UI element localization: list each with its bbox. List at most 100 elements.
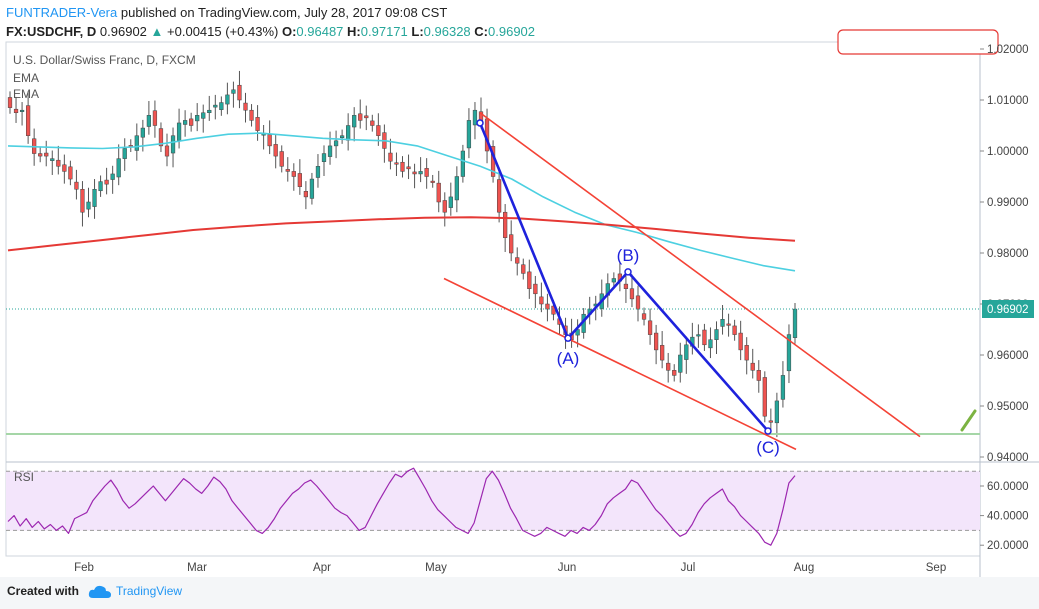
candle-body [158, 128, 164, 147]
price-tick-label: 0.94000 [987, 452, 1029, 464]
candle [436, 170, 441, 213]
candle-body [466, 120, 472, 149]
candle-body [50, 158, 55, 161]
price-chart[interactable]: (A) (B) (C) 1.02000 1.01000 1.00000 0.99000 0.… [0, 0, 1039, 577]
candle-body [19, 109, 25, 112]
candle-body [182, 120, 188, 125]
close-value: 0.96902 [488, 24, 536, 39]
price-tick-label: 0.99000 [987, 197, 1029, 209]
candle-body [122, 148, 127, 159]
candle [666, 352, 671, 383]
candle [74, 169, 79, 200]
candle [110, 165, 115, 194]
candle-body [255, 117, 260, 131]
candle [430, 174, 435, 188]
candle [50, 150, 55, 175]
candle-body [152, 110, 158, 126]
candle-body [503, 211, 508, 238]
candle [182, 110, 188, 137]
tradingview-brand-link[interactable]: TradingView [116, 584, 183, 598]
price-tick-label: 0.95000 [987, 401, 1029, 413]
candle [291, 163, 296, 191]
candle [352, 107, 357, 142]
candle [243, 92, 248, 123]
candle-body [74, 181, 79, 190]
candle [346, 113, 351, 151]
candle-body [7, 97, 13, 108]
candle [780, 361, 786, 408]
candle [533, 275, 538, 309]
candle-body [303, 191, 309, 198]
candle-body [660, 345, 665, 361]
candle-body [611, 278, 616, 283]
candle [756, 360, 761, 393]
candle [267, 120, 272, 155]
candle [176, 108, 182, 149]
candle-body [364, 115, 369, 119]
candle [7, 91, 13, 114]
candle-body [195, 115, 200, 122]
candle-body [62, 164, 67, 172]
candle [122, 138, 127, 171]
candle [382, 124, 387, 163]
candle [762, 371, 767, 423]
candle-body [726, 323, 731, 326]
candle [189, 112, 194, 132]
candle [273, 134, 278, 169]
candle-body [684, 344, 689, 360]
candle-body [436, 182, 441, 203]
candle-body [249, 109, 254, 121]
candle [104, 167, 109, 195]
pattern-point [764, 427, 772, 435]
candle [750, 348, 755, 379]
candle [539, 282, 544, 313]
candle-body [243, 102, 248, 111]
month-tick-label: Mar [187, 562, 207, 574]
lower-trendline [443, 277, 797, 451]
candle [672, 364, 677, 382]
candle-body [309, 178, 315, 199]
candle [527, 259, 532, 299]
last-price-badge [982, 299, 1034, 318]
candle [696, 324, 701, 348]
legend-ema-slow: EMA [13, 87, 40, 101]
candle [297, 159, 302, 195]
candle-body [768, 420, 773, 423]
candle-body [545, 303, 550, 310]
price-tick-label: 1.01000 [987, 95, 1029, 107]
candle [249, 104, 254, 127]
price-tick-label: 1.02000 [987, 44, 1029, 56]
high-label: H: [347, 24, 361, 39]
author-link[interactable]: FUNTRADER-Vera [6, 5, 118, 20]
candle [225, 82, 230, 115]
price-tick-label: 1.00000 [987, 146, 1029, 158]
candle [768, 408, 773, 432]
candle [279, 145, 284, 173]
pattern-label: (C) [756, 438, 780, 457]
candle-body [110, 173, 115, 180]
last-price: 0.96902 [99, 24, 147, 39]
legend-title: U.S. Dollar/Swiss Franc, D, FXCM [13, 53, 196, 67]
candle [62, 154, 67, 184]
candle [44, 140, 49, 167]
candle [321, 145, 327, 176]
low-value: 0.96328 [423, 24, 471, 39]
candle [684, 336, 689, 374]
candle [394, 152, 399, 176]
candle [515, 247, 520, 276]
candle [19, 102, 25, 126]
candle [128, 139, 133, 153]
candle-body [672, 370, 677, 376]
tradingview-cloud-icon [88, 585, 111, 598]
candle [509, 220, 514, 262]
candle-body [327, 145, 333, 157]
candle-body [442, 200, 447, 213]
month-tick-label: Jul [681, 562, 696, 574]
month-tick-label: Jun [558, 562, 577, 574]
candle-body [623, 283, 629, 289]
candle-body [647, 320, 653, 335]
candle [25, 91, 31, 144]
candle [647, 308, 653, 345]
candle [201, 104, 206, 133]
open-value: 0.96487 [296, 24, 344, 39]
